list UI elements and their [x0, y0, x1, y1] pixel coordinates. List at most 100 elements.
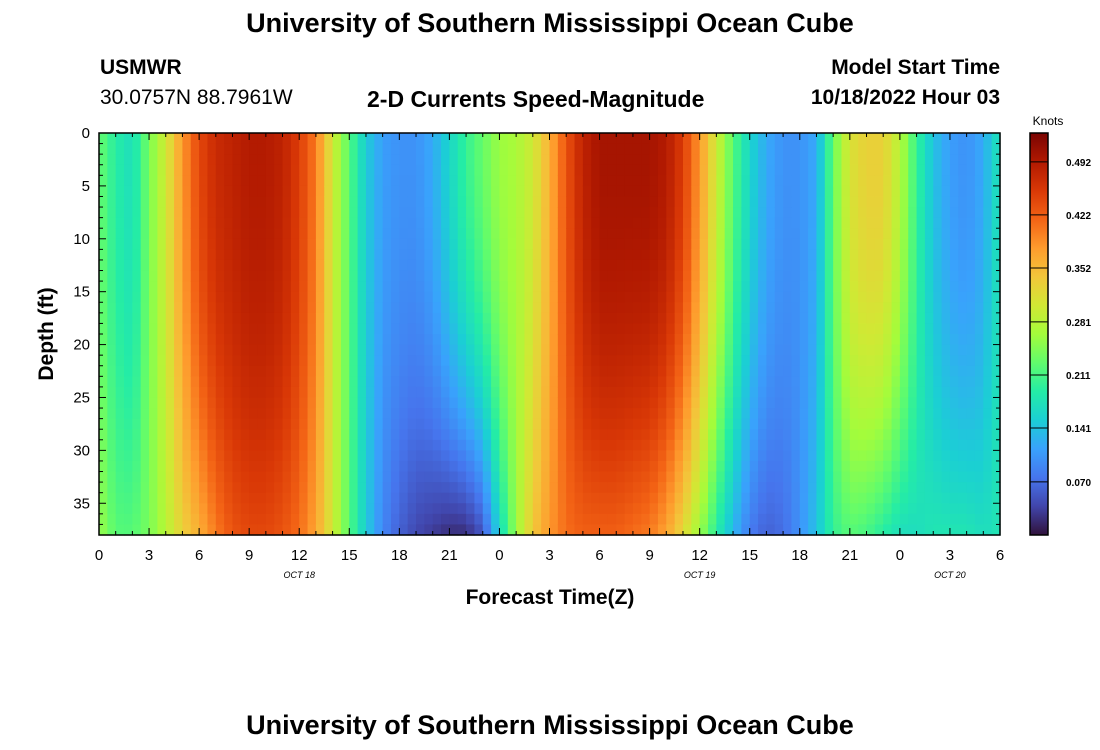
- heatmap-cell: [641, 471, 651, 483]
- heatmap-cell: [908, 185, 918, 198]
- heatmap-cell: [724, 259, 734, 272]
- heatmap-cell: [624, 196, 634, 208]
- heatmap-cell: [332, 513, 342, 526]
- heatmap-cell: [582, 439, 592, 451]
- heatmap-cell: [741, 281, 751, 293]
- heatmap-cell: [682, 429, 692, 441]
- heatmap-cell: [874, 164, 884, 176]
- heatmap-cell: [365, 524, 375, 536]
- heatmap-cell: [215, 503, 225, 515]
- heatmap-cell: [416, 460, 425, 473]
- heatmap-cell: [649, 228, 659, 240]
- heatmap-cell: [582, 238, 592, 250]
- heatmap-cell: [324, 249, 334, 261]
- heatmap-cell: [933, 154, 943, 166]
- heatmap-cell: [449, 143, 459, 155]
- heatmap-cell: [883, 207, 893, 219]
- heatmap-cell: [324, 471, 334, 483]
- heatmap-cell: [958, 524, 968, 536]
- heatmap-cell: [182, 207, 192, 219]
- heatmap-cell: [199, 376, 209, 388]
- heatmap-cell: [524, 259, 534, 272]
- heatmap-cell: [374, 439, 384, 451]
- heatmap-cell: [507, 175, 517, 187]
- heatmap-cell: [499, 376, 509, 388]
- heatmap-cell: [407, 471, 417, 483]
- heatmap-cell: [115, 355, 125, 367]
- heatmap-cell: [215, 175, 225, 187]
- heatmap-cell: [716, 207, 726, 219]
- heatmap-cell: [874, 259, 884, 272]
- heatmap-cell: [758, 482, 767, 494]
- heatmap-cell: [132, 418, 142, 430]
- heatmap-cell: [215, 482, 225, 494]
- heatmap-cell: [541, 207, 551, 219]
- heatmap-cell: [833, 249, 843, 261]
- heatmap-cell: [808, 334, 818, 346]
- heatmap-cell: [374, 228, 384, 240]
- heatmap-cell: [599, 386, 609, 399]
- heatmap-cell: [257, 365, 267, 377]
- heatmap-cell: [632, 418, 642, 430]
- heatmap-cell: [182, 365, 192, 377]
- heatmap-cell: [891, 503, 901, 515]
- heatmap-cell: [215, 217, 225, 229]
- heatmap-cell: [866, 471, 876, 483]
- heatmap-cell: [315, 323, 325, 335]
- heatmap-cell: [557, 207, 567, 219]
- heatmap-cell: [883, 185, 893, 198]
- heatmap-cell: [340, 408, 350, 420]
- heatmap-cell: [974, 196, 984, 208]
- heatmap-cell: [599, 249, 609, 261]
- heatmap-cell: [99, 228, 108, 240]
- heatmap-cell: [849, 355, 859, 367]
- heatmap-cell: [891, 408, 901, 420]
- heatmap-cell: [349, 259, 359, 272]
- heatmap-cell: [983, 439, 993, 451]
- heatmap-cell: [424, 196, 434, 208]
- heatmap-cell: [424, 312, 434, 325]
- heatmap-cell: [349, 471, 359, 483]
- heatmap-cell: [958, 217, 968, 229]
- heatmap-cell: [332, 386, 342, 399]
- heatmap-cell: [466, 238, 476, 250]
- heatmap-cell: [741, 323, 751, 335]
- heatmap-cell: [607, 460, 617, 473]
- heatmap-cell: [507, 482, 517, 494]
- heatmap-cell: [441, 471, 450, 483]
- heatmap-cell: [616, 355, 626, 367]
- heatmap-cell: [966, 270, 976, 282]
- heatmap-cell: [899, 175, 909, 187]
- heatmap-cell: [232, 323, 242, 335]
- heatmap-cell: [966, 450, 976, 462]
- heatmap-cell: [883, 217, 893, 229]
- heatmap-cell: [841, 238, 851, 250]
- heatmap-cell: [983, 281, 993, 293]
- heatmap-cell: [891, 133, 901, 145]
- heatmap-cell: [357, 365, 367, 377]
- heatmap-cell: [783, 355, 793, 367]
- heatmap-cell: [524, 323, 534, 335]
- heatmap-cell: [282, 270, 292, 282]
- heatmap-cell: [691, 185, 701, 198]
- heatmap-cell: [199, 281, 209, 293]
- heatmap-cell: [107, 397, 117, 409]
- heatmap-cell: [766, 439, 776, 451]
- heatmap-cell: [799, 312, 809, 325]
- heatmap-cell: [199, 408, 209, 420]
- heatmap-cell: [641, 482, 651, 494]
- heatmap-cell: [699, 259, 709, 272]
- heatmap-cell: [582, 302, 592, 314]
- heatmap-cell: [724, 376, 734, 388]
- heatmap-cell: [274, 482, 284, 494]
- heatmap-cell: [274, 323, 284, 335]
- heatmap-cell: [733, 460, 742, 473]
- heatmap-cell: [616, 503, 626, 515]
- heatmap-cell: [466, 460, 476, 473]
- heatmap-cell: [499, 439, 509, 451]
- heatmap-cell: [566, 133, 576, 145]
- heatmap-cell: [566, 397, 576, 409]
- heatmap-cell: [215, 471, 225, 483]
- heatmap-cell: [374, 238, 384, 250]
- heatmap-cell: [482, 408, 492, 420]
